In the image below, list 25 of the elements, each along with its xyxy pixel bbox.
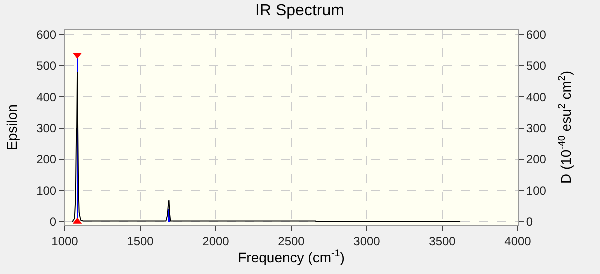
x-tick-label: 4000 bbox=[504, 234, 532, 248]
y-tick-label: 200 bbox=[36, 152, 57, 167]
y-tick-label: 300 bbox=[36, 121, 57, 136]
x-tick-label: 2000 bbox=[202, 234, 230, 248]
x-tick-label: 3000 bbox=[354, 234, 381, 248]
y-tick-label: 400 bbox=[36, 90, 57, 104]
x-tick-label: 3500 bbox=[429, 234, 456, 248]
line-series bbox=[72, 72, 462, 222]
y2-tick-label: 600 bbox=[526, 28, 547, 42]
x-tick-label: 1500 bbox=[127, 234, 154, 248]
y2-tick-label: 200 bbox=[526, 152, 547, 167]
y2-tick-label: 0 bbox=[526, 215, 534, 230]
x-tick-label: 1000 bbox=[52, 234, 79, 248]
y-tick-label: 0 bbox=[50, 215, 57, 230]
y2-tick-label: 100 bbox=[526, 184, 547, 198]
y-tick-label: 100 bbox=[36, 184, 57, 198]
y2-tick-label: 300 bbox=[526, 121, 547, 136]
y-axis-title: Epsilon bbox=[4, 104, 20, 150]
chart-title: IR Spectrum bbox=[256, 2, 344, 20]
y-tick-label: 600 bbox=[36, 28, 57, 42]
x-tick-label: 2500 bbox=[278, 234, 306, 248]
x-axis-title: Frequency (cm$^{-1}$) bbox=[238, 248, 345, 266]
y2-tick-label: 400 bbox=[526, 90, 547, 104]
y2-tick-label: 500 bbox=[526, 59, 547, 74]
y-tick-label: 500 bbox=[36, 59, 57, 74]
